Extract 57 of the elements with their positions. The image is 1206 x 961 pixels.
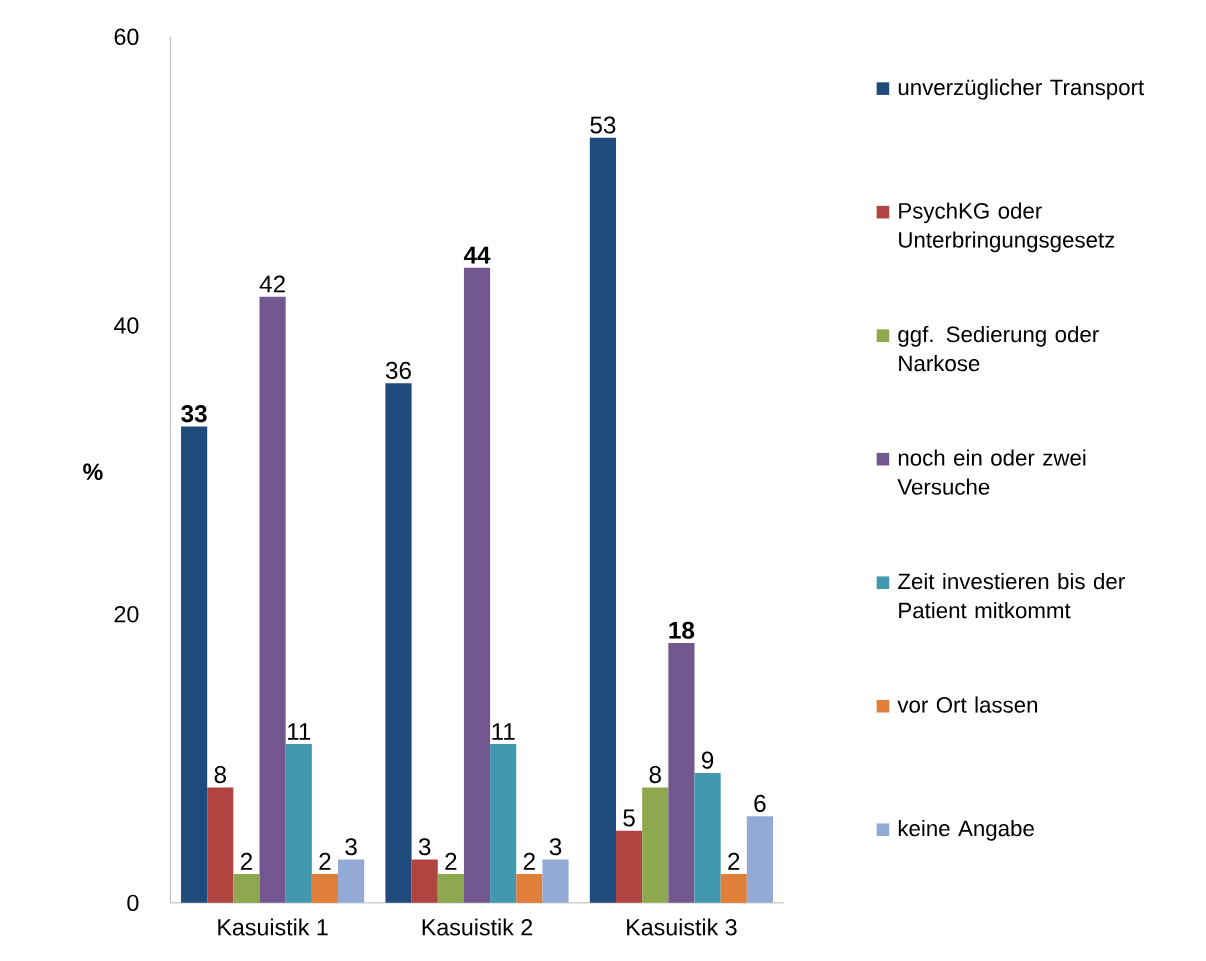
data-label: 33 [181, 405, 207, 423]
bar [516, 874, 543, 903]
legend-label: noch ein oder zwei Versuche [897, 449, 1086, 495]
bar [746, 816, 773, 903]
legend-label: PsychKG oder Unterbringungsgesetz [899, 202, 1115, 253]
bar [437, 874, 464, 903]
data-label: 2 [240, 852, 252, 870]
x-tick-label: Kasuistik 3 [627, 918, 737, 936]
bar [490, 744, 517, 903]
bar [338, 859, 365, 903]
bar [694, 772, 721, 903]
legend-label: Zeit investieren bis der Patient mitkommt [898, 572, 1125, 619]
data-label: 11 [492, 723, 515, 740]
data-label: 3 [418, 838, 431, 856]
bar [233, 874, 260, 903]
bar [385, 383, 412, 903]
data-label: 44 [463, 246, 491, 264]
data-label: 3 [549, 838, 562, 856]
bar [589, 137, 617, 903]
data-label: 2 [728, 852, 740, 870]
data-label: 36 [385, 361, 411, 379]
data-label: 5 [623, 809, 635, 827]
bar [542, 859, 569, 903]
bar [311, 874, 339, 903]
bar [720, 874, 747, 903]
bar [207, 787, 234, 903]
bar [616, 830, 643, 903]
y-tick-label: 20 [114, 605, 139, 623]
x-tick-label: Kasuistik 1 [218, 918, 328, 936]
data-label: 18 [669, 621, 695, 639]
bar [411, 859, 438, 903]
y-tick-label: 60 [114, 28, 139, 46]
data-label: 3 [345, 838, 357, 856]
legend-label: ggf. Sedierung oder Narkose [898, 325, 1099, 372]
bar [668, 643, 695, 903]
data-label: 6 [754, 794, 766, 813]
legend-label: unverzüglicher Transport [898, 78, 1145, 100]
bar [642, 787, 669, 903]
x-tick-label: Kasuistik 2 [422, 918, 533, 936]
bar [285, 744, 312, 903]
bar [463, 267, 491, 903]
bar [259, 296, 286, 903]
data-label: 9 [701, 751, 714, 769]
data-label: 42 [259, 275, 285, 293]
y-tick-label: 0 [127, 894, 139, 912]
y-tick-label: 40 [114, 317, 139, 334]
legend-label: vor Ort lassen [897, 696, 1038, 713]
data-label: 8 [214, 766, 226, 784]
data-label: 8 [649, 766, 661, 784]
legend-label: keine Angabe [898, 819, 1034, 841]
data-label: 2 [523, 852, 535, 870]
data-label: 11 [288, 723, 311, 740]
data-label: 2 [445, 852, 457, 870]
y-axis-title: % [83, 463, 103, 480]
data-label: 2 [319, 852, 331, 870]
bar [181, 426, 208, 903]
data-label: 53 [590, 116, 616, 134]
